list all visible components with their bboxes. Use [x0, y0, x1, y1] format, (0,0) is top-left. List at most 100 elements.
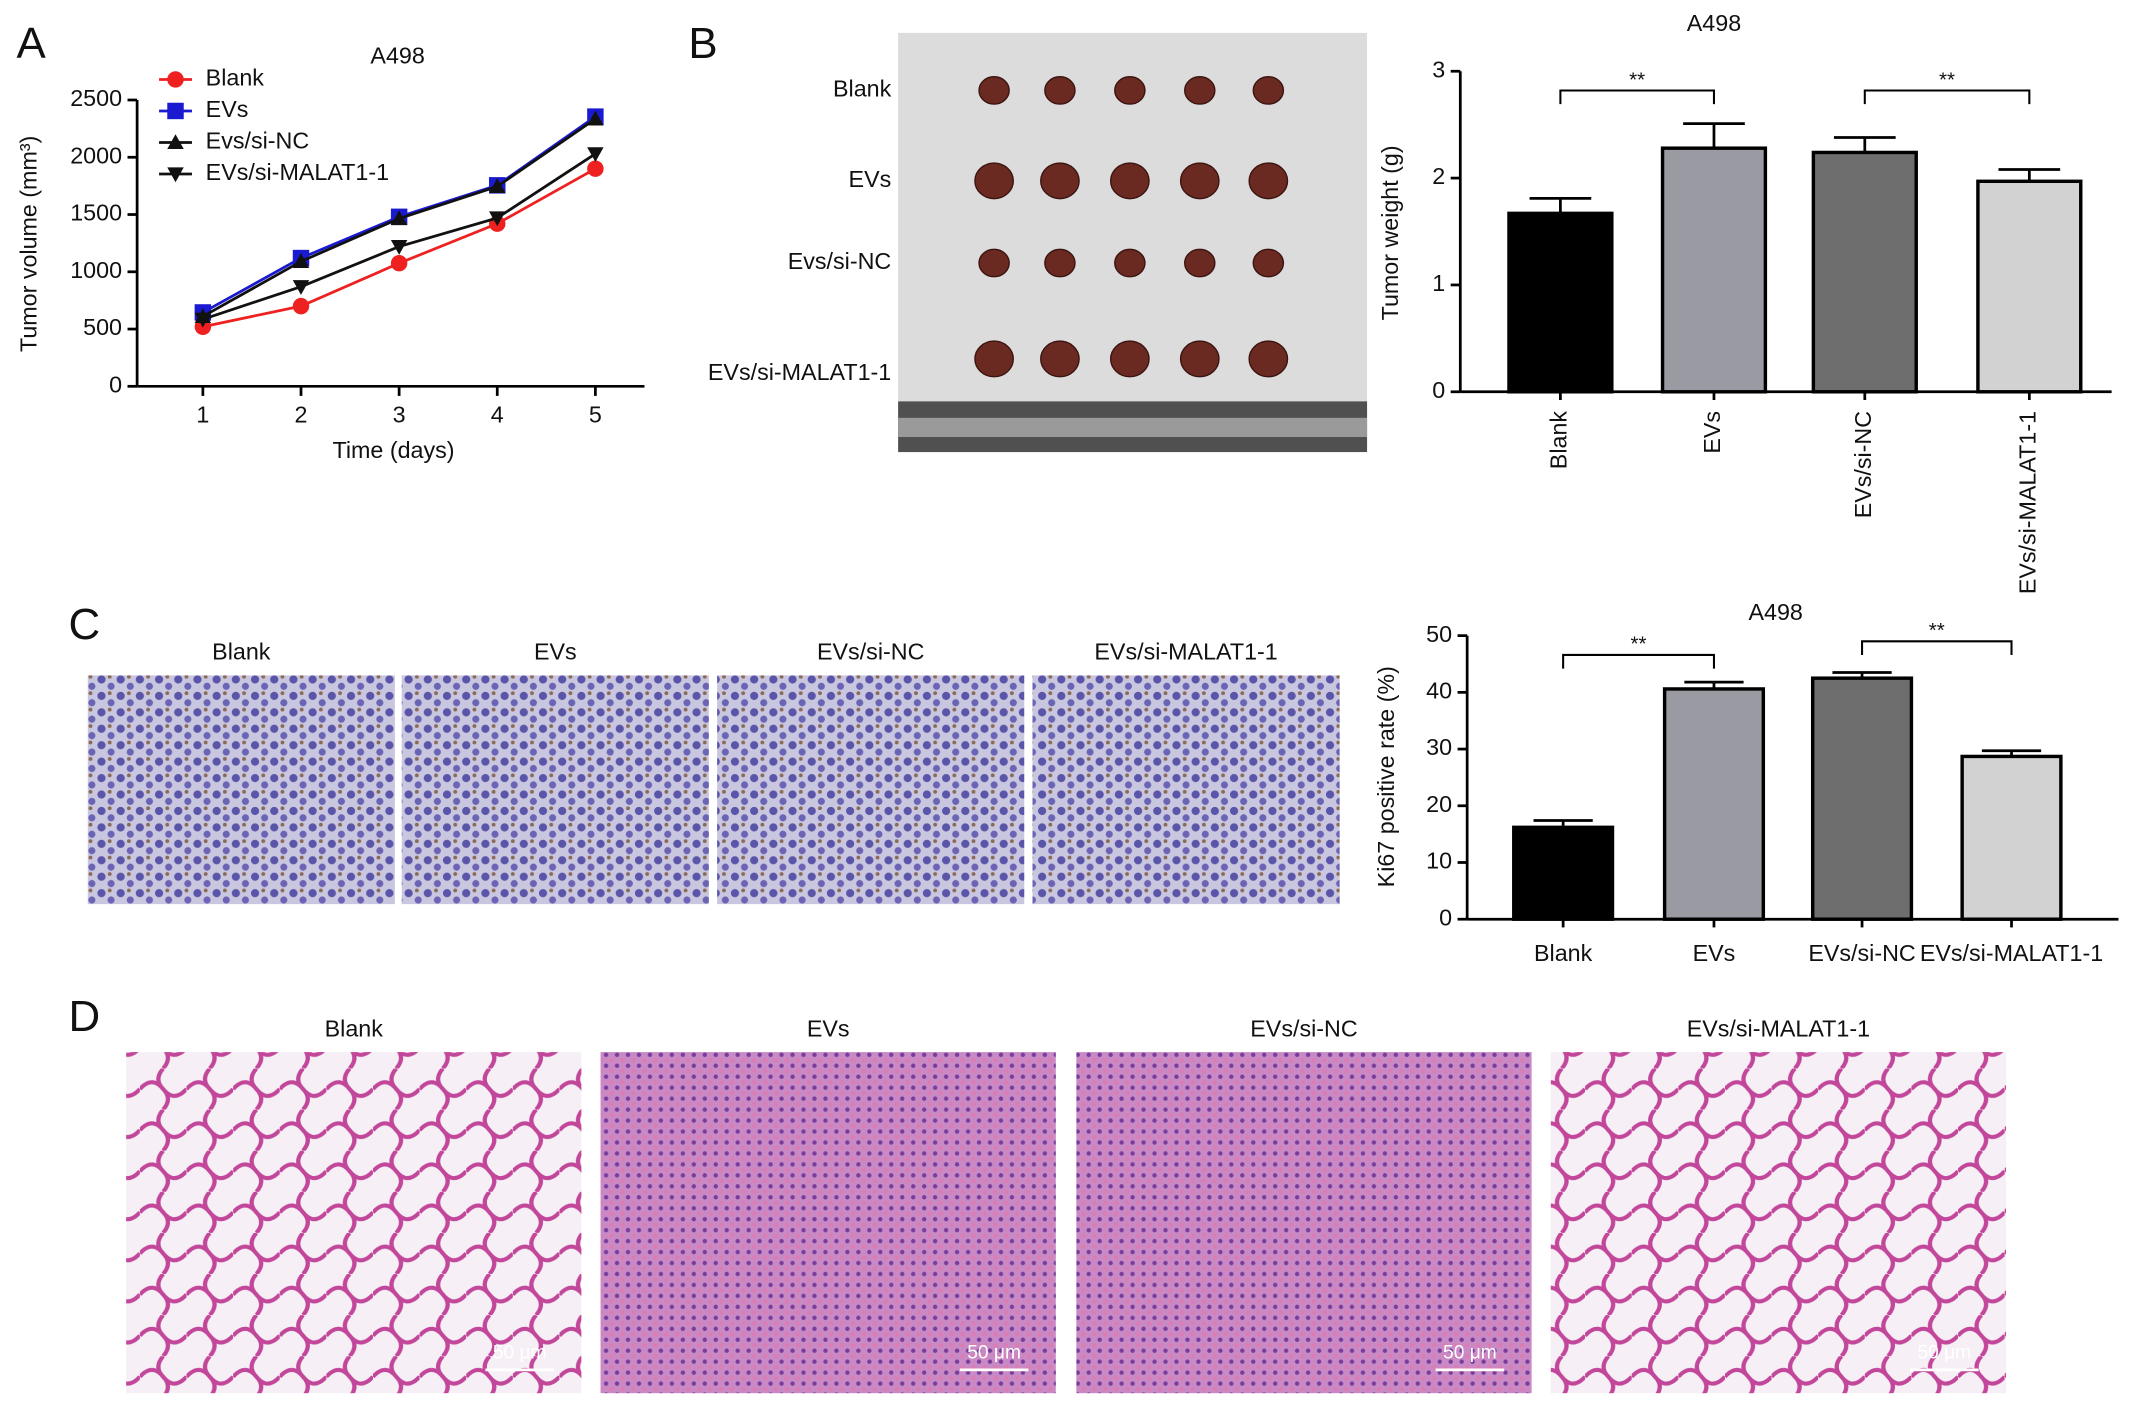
- marker: [292, 297, 310, 315]
- tumor: [1109, 162, 1150, 200]
- y-tick-label: 0: [1432, 377, 1445, 403]
- bar: [1810, 676, 1914, 921]
- he-image: [600, 1052, 1056, 1394]
- chart-title: A498: [1687, 10, 1741, 36]
- bar: [1512, 825, 1615, 921]
- legend-marker: [167, 134, 184, 150]
- y-tick-label: 30: [1426, 734, 1452, 760]
- y-tick-label: 500: [83, 314, 122, 340]
- legend-label: EVs/si-MALAT1-1: [206, 159, 389, 185]
- row-label: EVs/si-MALAT1-1: [708, 359, 891, 385]
- y-axis-label: Ki67 positive rate (%): [1373, 666, 1399, 887]
- significance-bracket: [1861, 640, 2013, 656]
- image-label: EVs/si-MALAT1-1: [1094, 639, 1277, 665]
- ruler-scale: [898, 417, 1368, 437]
- image-label: Blank: [212, 639, 271, 665]
- y-tick-label: 3: [1432, 56, 1445, 82]
- tumor: [1184, 76, 1216, 105]
- bar: [1662, 687, 1766, 921]
- ihc-image: [717, 675, 1025, 905]
- marker: [390, 210, 408, 226]
- y-tick-label: 2000: [70, 142, 122, 168]
- tumor: [978, 248, 1010, 278]
- tumor: [974, 162, 1014, 200]
- tumor: [1040, 340, 1080, 378]
- tumor: [1179, 340, 1220, 378]
- bar: [1811, 150, 1918, 394]
- scale-bar-label: 50 μm: [493, 1343, 547, 1364]
- marker: [390, 240, 408, 255]
- y-tick-label: 10: [1426, 848, 1452, 874]
- x-tick-label: 4: [491, 402, 504, 428]
- y-tick-label: 2: [1432, 163, 1445, 189]
- bar: [1507, 211, 1614, 394]
- bar: [1960, 754, 2063, 921]
- tumor: [974, 340, 1014, 378]
- y-tick-label: 20: [1426, 791, 1452, 817]
- legend-label: Blank: [206, 65, 265, 91]
- chart-title: A498: [1748, 599, 1802, 625]
- scale-bar-label: 50 μm: [967, 1343, 1021, 1364]
- tumor: [1044, 248, 1076, 278]
- he-image: [1550, 1052, 2007, 1394]
- image-label: EVs: [807, 1015, 850, 1041]
- tumor: [1252, 76, 1285, 105]
- marker: [292, 280, 310, 295]
- x-tick-label: Blank: [1534, 940, 1593, 966]
- significance-label: **: [1939, 68, 1955, 91]
- marker: [587, 147, 604, 163]
- bar: [1976, 179, 2083, 394]
- marker: [489, 211, 506, 227]
- tumor: [978, 76, 1010, 105]
- tumor: [1114, 248, 1146, 278]
- legend-label: Evs/si-NC: [206, 128, 310, 154]
- significance-label: **: [1929, 619, 1945, 642]
- row-label: Evs/si-NC: [788, 248, 892, 274]
- image-label: EVs/si-MALAT1-1: [1687, 1015, 1870, 1041]
- he-image: [1076, 1052, 1532, 1394]
- ihc-image: [87, 675, 395, 905]
- x-tick-label: 3: [393, 402, 406, 428]
- y-tick-label: 0: [1439, 904, 1452, 930]
- legend-marker: [167, 102, 184, 120]
- x-tick-label: EVs/si-MALAT1-1: [2014, 411, 2040, 594]
- he-image: [126, 1052, 582, 1394]
- panel-label: B: [688, 19, 717, 68]
- x-tick-label: EVs/si-NC: [1808, 940, 1915, 966]
- y-tick-label: 0: [109, 371, 122, 397]
- bar: [1660, 146, 1768, 394]
- legend-marker: [167, 71, 184, 88]
- row-label: EVs: [849, 166, 892, 192]
- marker: [194, 312, 212, 328]
- y-tick-label: 1: [1432, 270, 1445, 296]
- x-tick-label: EVs/si-MALAT1-1: [1920, 940, 2103, 966]
- panel-label: A: [16, 19, 46, 68]
- image-label: Blank: [325, 1015, 384, 1041]
- row-label: Blank: [833, 76, 892, 102]
- tumor: [1179, 162, 1220, 200]
- significance-bracket: [1863, 89, 2031, 105]
- image-label: EVs/si-NC: [1250, 1015, 1357, 1041]
- tumor: [1044, 76, 1076, 105]
- scale-bar-label: 50 μm: [1917, 1343, 1971, 1364]
- marker: [390, 254, 408, 272]
- ihc-image: [1032, 675, 1340, 905]
- image-label: EVs/si-NC: [817, 639, 924, 665]
- y-tick-label: 50: [1426, 621, 1452, 647]
- chart-title: A498: [370, 43, 424, 69]
- tumor: [1109, 340, 1150, 378]
- significance-label: **: [1629, 68, 1645, 91]
- x-axis-label: Time (days): [332, 437, 454, 463]
- tumor: [1248, 162, 1289, 200]
- tumor: [1252, 248, 1285, 278]
- significance-bracket: [1559, 89, 1715, 105]
- tumor: [1184, 248, 1216, 278]
- marker: [292, 253, 310, 269]
- x-tick-label: 1: [196, 402, 209, 428]
- panel-label: D: [69, 992, 101, 1041]
- tumor: [1114, 76, 1146, 105]
- y-axis-label: Tumor volume (mm³): [15, 136, 41, 352]
- y-tick-label: 40: [1426, 678, 1452, 704]
- x-tick-label: 5: [589, 402, 602, 428]
